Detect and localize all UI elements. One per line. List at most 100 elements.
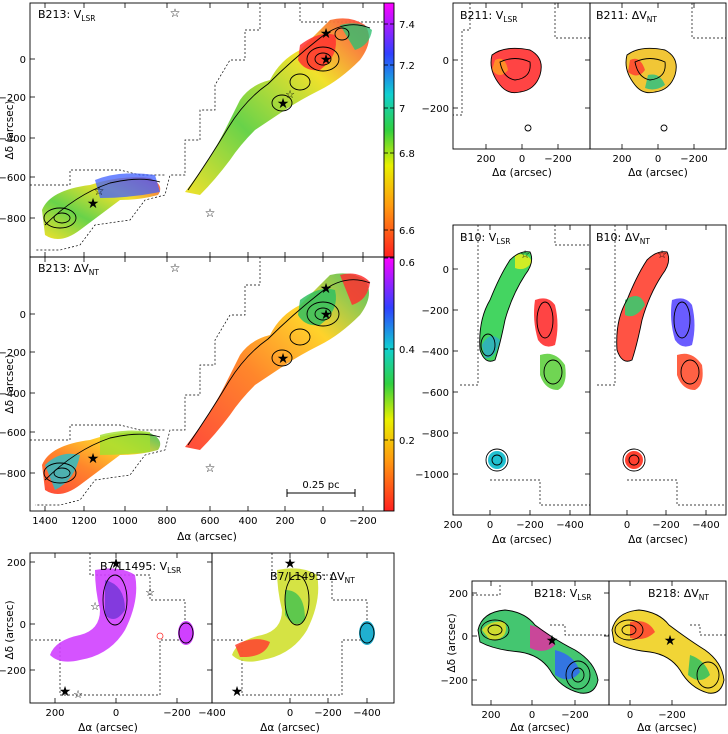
b218-vlsr-panel: ★ B218: VLSR [471,580,610,706]
star-marker: ★ [87,196,100,212]
b10-dvnt-panel: ☆ B10: ΔVNT [589,224,727,516]
x-tick-label: 200 [275,516,294,527]
x-tick-label: 0 [287,708,293,719]
star-marker-open: ☆ [205,461,216,475]
b218-axes: 200 0 −200 0 −200 200 0 −200 [441,581,686,721]
colorbar-tick-label: 0.2 [399,436,415,447]
colorbar-tick-label: 7.4 [399,20,415,31]
x-tick-label: 1400 [32,516,57,527]
x-tick-label: 400 [238,516,257,527]
b213-vlsr-colorbar: 7.4 7.2 7 6.8 6.6 [383,2,415,258]
b211-vlsr-title: B211: VLSR [460,9,517,24]
y-tick-label: 0 [443,56,449,67]
star-marker: ★ [284,556,297,572]
x-tick-label: 0 [624,520,630,531]
b213-top-ylabel: Δδ (arcsec) [4,100,16,159]
y-tick-label: −200 [422,306,449,317]
x-tick-label: −200 [680,154,707,165]
star-marker-open: ☆ [205,206,216,220]
b10-dvnt-title: B10: ΔVNT [596,231,650,246]
x-tick-label: −400 [692,520,719,531]
x-tick-label: −200 [163,708,190,719]
y-tick-label: 0 [462,632,468,643]
y-tick-label: −600 [0,428,26,439]
x-tick-label: −200 [516,520,543,531]
b218-right-xlabel: Δα (arcsec) [637,722,697,734]
b211-axes: 200 0 −200 200 0 −200 0 −200 [422,3,708,165]
x-tick-label: 200 [45,708,64,719]
y-tick-label: −400 [0,389,26,400]
b213-bottom-ylabel: Δδ (arcsec) [4,354,16,413]
b10-axes: 200 0 −200 −400 0 −200 −400 0 −200 −400 −600 −800 −1… [415,225,720,531]
y-tick-label: −800 [422,429,449,440]
x-tick-label: 0 [627,710,633,721]
b10-left-xlabel: Δα (arcsec) [492,534,552,546]
star-marker-open: ☆ [90,600,100,613]
b218-ylabel: Δδ (arcsec) [446,613,458,672]
y-tick-label: −600 [0,173,26,184]
b213-axes: 1400 1200 1000 800 600 400 200 0 −200 0 −200 −400 −6… [0,3,377,527]
y-tick-label: −400 [0,134,26,145]
b211-right-xlabel: Δα (arcsec) [628,167,688,179]
x-tick-label: 200 [476,154,495,165]
b7-vlsr-panel: ★ ★ ☆ ☆ ☆ B7/L1495: VLSR [29,552,213,704]
y-tick-label: −200 [0,666,26,677]
b7-left-xlabel: Δα (arcsec) [78,722,138,734]
x-tick-label: 200 [612,154,631,165]
b7-dvnt-title: B7/L1495: ΔVNT [270,570,355,585]
star-marker: ★ [59,684,72,700]
x-tick-label: 200 [443,520,462,531]
x-tick-label: 200 [481,710,500,721]
x-tick-label: 600 [200,516,219,527]
x-tick-label: 0 [655,154,661,165]
b211-block: B211: VLSR B211: ΔVNT 200 0 −200 200 0 −200 0 −… [422,2,727,179]
x-tick-label: 0 [529,710,535,721]
x-tick-label: −200 [349,516,376,527]
colorbar-tick-label: 0.4 [399,345,415,356]
y-tick-label: −800 [0,214,26,225]
colorbar-tick-label: 6.6 [399,226,415,237]
b218-dvnt-title: B218: ΔVNT [648,587,709,602]
b10-block: ☆ B10: VLSR ☆ B10: ΔVNT 200 0 −200 −400 0 −20… [415,224,727,546]
star-marker-open: ☆ [145,586,155,599]
star-marker: ★ [87,451,100,467]
x-tick-label: 1000 [112,516,137,527]
y-tick-label: 0 [20,55,26,66]
star-marker: ★ [320,26,333,42]
y-tick-label: −200 [422,104,449,115]
y-tick-label: 0 [443,265,449,276]
b7-block: ★ ★ ☆ ☆ ☆ B7/L1495: VLSR ★ ★ B7/L1495: Δ… [0,552,395,734]
y-tick-label: −400 [422,347,449,358]
b213-vlsr-title: B213: VLSR [38,8,95,23]
y-tick-label: −200 [441,676,468,687]
star-marker: ★ [320,281,333,297]
b211-dvnt-panel: B211: ΔVNT [589,2,727,150]
star-marker-open: ☆ [520,248,530,261]
y-tick-label: 200 [7,558,26,569]
x-tick-label: 800 [157,516,176,527]
colorbar-tick-label: 0.6 [399,258,415,269]
star-marker: ★ [320,307,333,323]
x-tick-label: −400 [198,708,225,719]
y-tick-label: 200 [449,589,468,600]
star-marker-open: ☆ [170,261,181,275]
y-tick-label: −200 [0,348,26,359]
b10-vlsr-panel: ☆ B10: VLSR [452,224,591,516]
colorbar-tick-label: 7 [399,104,405,115]
b218-vlsr-title: B218: VLSR [534,587,591,602]
star-marker: ★ [320,52,333,68]
x-tick-label: −200 [544,154,571,165]
star-marker: ★ [664,633,677,649]
b218-block: ★ B218: VLSR ★ B218: ΔVNT 200 0 −200 0 −2002… [441,580,727,734]
star-marker: ★ [231,684,244,700]
x-tick-label: 0 [320,516,326,527]
scale-bar-label: 0.25 pc [302,480,339,491]
b7-vlsr-title: B7/L1495: VLSR [100,560,181,575]
y-tick-label: −800 [0,469,26,480]
star-marker: ★ [546,633,559,649]
x-tick-label: 0 [519,154,525,165]
x-tick-label: −200 [652,520,679,531]
b7-ylabel: Δδ (arcsec) [4,600,16,659]
b211-vlsr-panel: B211: VLSR [452,2,591,150]
b218-left-xlabel: Δα (arcsec) [510,722,570,734]
